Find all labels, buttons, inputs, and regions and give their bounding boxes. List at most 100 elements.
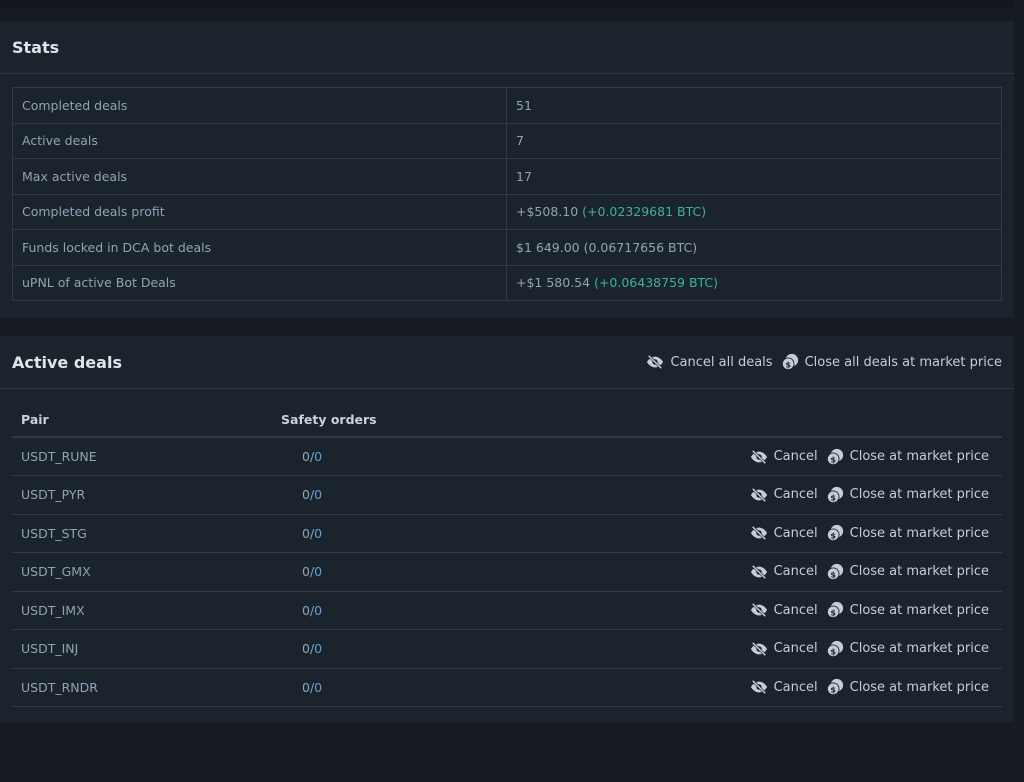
stats-row: Completed deals profit +$508.10 (+0.02329…	[12, 193, 1002, 230]
stats-row: Funds locked in DCA bot deals $1 649.00 (…	[12, 229, 1002, 266]
safety-orders-cell: 0/0	[272, 591, 392, 630]
safety-orders-done: 0/	[302, 525, 315, 541]
cancel-deal-button[interactable]: Cancel	[750, 563, 818, 581]
top-band	[0, 0, 1024, 8]
safety-orders-cell: 0/0	[272, 514, 392, 553]
close-label: Close at market price	[849, 641, 989, 657]
stats-value: $1 649.00 (0.06717656 BTC)	[506, 229, 1002, 266]
stats-value-main: 51	[516, 97, 532, 113]
table-row: USDT_STG 0/0 Cancel $ Close at market price	[12, 514, 1002, 553]
stats-label: Max active deals	[12, 158, 507, 195]
close-at-market-button[interactable]: $ Close at market price	[826, 524, 989, 542]
stats-label: Funds locked in DCA bot deals	[12, 229, 507, 266]
cancel-deal-button[interactable]: Cancel	[750, 678, 818, 696]
stats-label: Active deals	[12, 122, 507, 159]
table-row: USDT_RUNE 0/0 Cancel $ Close at market price	[12, 437, 1002, 476]
stats-value-main: 7	[516, 133, 524, 149]
svg-text:$: $	[830, 454, 836, 464]
cancel-deal-button[interactable]: Cancel	[750, 486, 818, 504]
column-header-pair: Pair	[12, 402, 272, 438]
eye-slash-icon	[750, 487, 767, 503]
svg-text:$: $	[830, 492, 836, 502]
eye-slash-icon	[750, 679, 767, 695]
stats-row: Active deals 7	[12, 122, 1002, 159]
pair-cell[interactable]: USDT_RUNE	[12, 437, 272, 476]
eye-slash-icon	[750, 525, 767, 541]
stats-value: 7	[506, 122, 1002, 159]
stats-value-main: +$508.10	[516, 204, 583, 220]
safety-orders-cell: 0/0	[272, 437, 392, 476]
cancel-deal-button[interactable]: Cancel	[750, 601, 818, 619]
safety-orders-max: 0	[314, 641, 323, 657]
close-at-market-button[interactable]: $ Close at market price	[826, 678, 989, 696]
stats-panel: Stats Completed deals 51 Active deals 7 Max …	[0, 21, 1014, 318]
stats-value: +$508.10 (+0.02329681 BTC)	[506, 193, 1002, 230]
safety-orders-max: 0	[314, 449, 323, 464]
coins-icon: $	[826, 640, 843, 657]
safety-orders-cell: 0/0	[272, 552, 392, 592]
safety-orders-max: 0	[314, 525, 323, 541]
close-label: Close at market price	[849, 679, 989, 695]
close-at-market-button[interactable]: $ Close at market price	[826, 563, 989, 581]
coins-icon: $	[826, 602, 843, 619]
cancel-label: Cancel	[773, 487, 818, 503]
stats-label: uPNL of active Bot Deals	[12, 264, 507, 301]
stats-label: Completed deals	[12, 87, 507, 124]
stats-title: Stats	[12, 37, 60, 57]
coins-icon: $	[781, 353, 798, 371]
safety-orders-done: 0/	[302, 641, 315, 657]
safety-orders-max: 0	[314, 487, 323, 503]
pair-cell[interactable]: USDT_RNDR	[12, 668, 272, 707]
pair-cell[interactable]: USDT_STG	[12, 514, 272, 553]
cancel-deal-button[interactable]: Cancel	[750, 640, 818, 658]
active-deals-panel: Active deals Cancel all deals $ Close al…	[0, 336, 1014, 722]
close-at-market-button[interactable]: $ Close at market price	[826, 448, 989, 466]
coins-icon: $	[826, 563, 843, 580]
svg-text:$: $	[830, 608, 836, 618]
coins-icon: $	[826, 679, 843, 696]
pair-cell[interactable]: USDT_INJ	[12, 629, 272, 669]
close-at-market-button[interactable]: $ Close at market price	[826, 640, 989, 658]
cancel-label: Cancel	[773, 449, 818, 464]
table-row: USDT_INJ 0/0 Cancel $ Close at market price	[12, 629, 1002, 669]
close-at-market-button[interactable]: $ Close at market price	[826, 486, 989, 504]
cancel-deal-button[interactable]: Cancel	[750, 448, 818, 466]
close-at-market-button[interactable]: $ Close at market price	[826, 601, 989, 619]
safety-orders-max: 0	[314, 602, 323, 618]
stats-value: +$1 580.54 (+0.06438759 BTC)	[506, 264, 1002, 301]
stats-value-main: +$1 580.54	[516, 275, 595, 291]
cancel-all-deals-button[interactable]: Cancel all deals	[646, 353, 773, 371]
pair-cell[interactable]: USDT_PYR	[12, 475, 272, 515]
svg-text:$: $	[785, 359, 791, 369]
stats-label: Completed deals profit	[12, 193, 507, 230]
cancel-label: Cancel	[773, 525, 818, 541]
svg-text:$: $	[830, 646, 836, 656]
eye-slash-icon	[750, 602, 767, 618]
svg-text:$: $	[830, 531, 836, 541]
cancel-deal-button[interactable]: Cancel	[750, 524, 818, 542]
coins-icon: $	[826, 486, 843, 503]
eye-slash-icon	[750, 564, 767, 580]
close-label: Close at market price	[849, 487, 989, 503]
close-label: Close at market price	[849, 564, 989, 580]
cancel-label: Cancel	[773, 602, 818, 618]
svg-text:$: $	[830, 685, 836, 695]
pair-cell[interactable]: USDT_IMX	[12, 591, 272, 630]
table-row: USDT_GMX 0/0 Cancel $ Close at market price	[12, 552, 1002, 592]
safety-orders-cell: 0/0	[272, 629, 392, 669]
pair-cell[interactable]: USDT_GMX	[12, 552, 272, 592]
close-all-deals-button[interactable]: $ Close all deals at market price	[781, 353, 1002, 371]
eye-slash-icon	[750, 641, 767, 657]
stats-row: Max active deals 17	[12, 158, 1002, 195]
safety-orders-cell: 0/0	[272, 475, 392, 515]
close-label: Close at market price	[849, 449, 989, 464]
safety-orders-done: 0/	[302, 679, 315, 695]
column-header-safety-orders: Safety orders	[272, 402, 392, 438]
cancel-label: Cancel	[773, 564, 818, 580]
table-row: USDT_RNDR 0/0 Cancel $ Close at market price	[12, 668, 1002, 707]
cancel-all-deals-label: Cancel all deals	[670, 354, 773, 370]
table-row: USDT_IMX 0/0 Cancel $ Close at market price	[12, 591, 1002, 630]
safety-orders-max: 0	[314, 564, 323, 580]
safety-orders-done: 0/	[302, 487, 315, 503]
scrollbar-track[interactable]	[1014, 0, 1024, 782]
